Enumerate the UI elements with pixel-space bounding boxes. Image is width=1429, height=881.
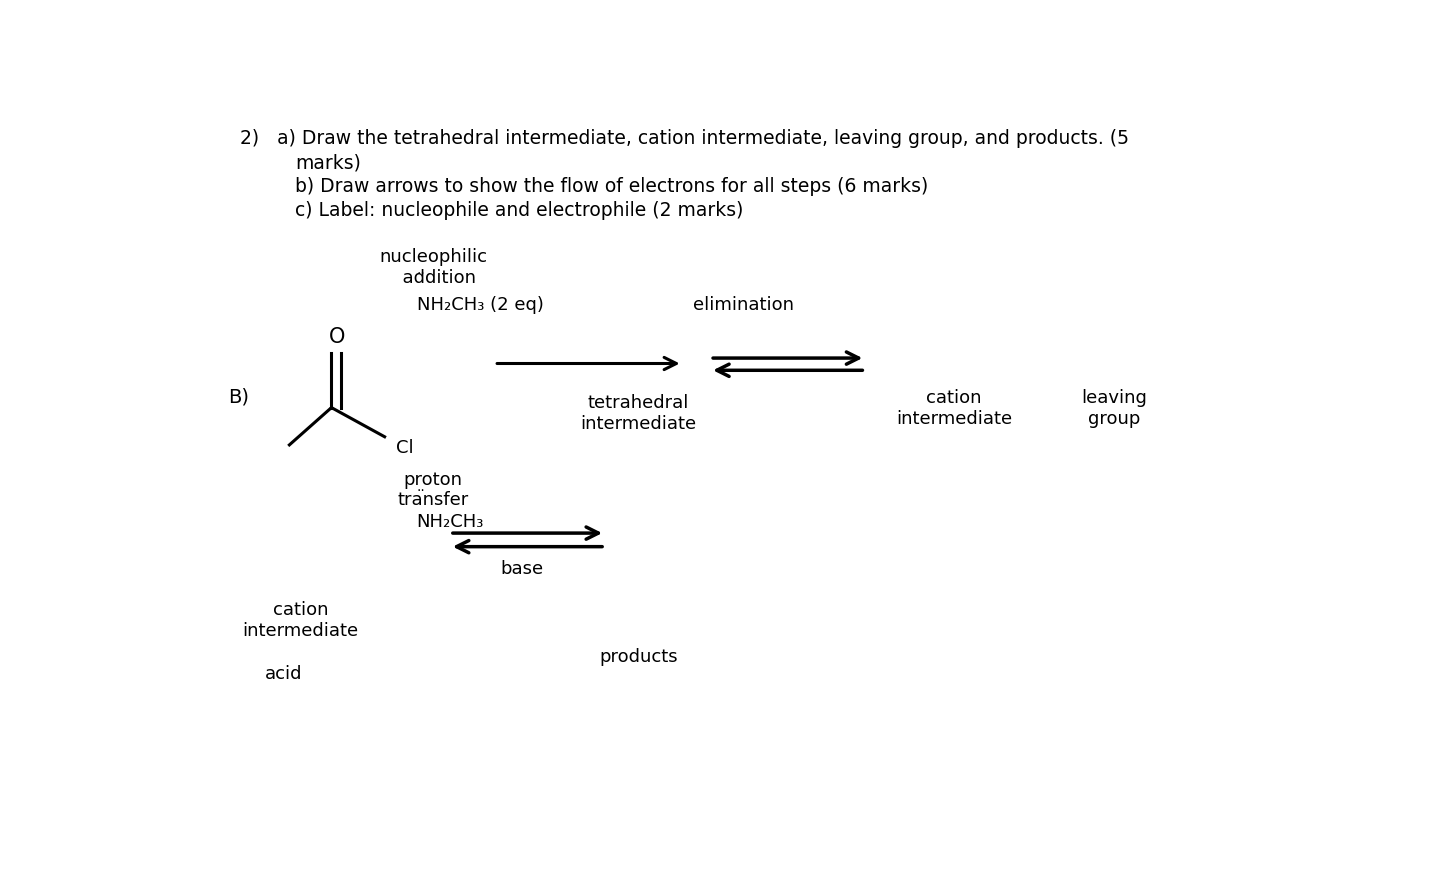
Text: O: O xyxy=(329,327,346,346)
Text: acid: acid xyxy=(266,665,303,684)
Text: cation
intermediate: cation intermediate xyxy=(243,601,359,640)
Text: products: products xyxy=(599,648,677,666)
Text: 2)   a) Draw the tetrahedral intermediate, cation intermediate, leaving group, a: 2) a) Draw the tetrahedral intermediate,… xyxy=(240,130,1129,149)
Text: b) Draw arrows to show the flow of electrons for all steps (6 marks): b) Draw arrows to show the flow of elect… xyxy=(294,177,929,196)
Text: ··: ·· xyxy=(417,484,426,498)
Text: tetrahedral
intermediate: tetrahedral intermediate xyxy=(580,394,696,433)
Text: c) Label: nucleophile and electrophile (2 marks): c) Label: nucleophile and electrophile (… xyxy=(294,201,743,219)
Text: nucleophilic
  addition: nucleophilic addition xyxy=(379,248,487,287)
Text: base: base xyxy=(500,560,543,578)
Text: leaving
group: leaving group xyxy=(1082,389,1147,428)
Text: NH₂CH₃ (2 eq): NH₂CH₃ (2 eq) xyxy=(417,296,543,314)
Text: NH₂CH₃: NH₂CH₃ xyxy=(417,513,484,530)
Text: ··: ·· xyxy=(417,267,426,281)
Text: proton
transfer: proton transfer xyxy=(397,470,469,509)
Text: cation
intermediate: cation intermediate xyxy=(896,389,1012,428)
Text: marks): marks) xyxy=(294,153,360,172)
Text: B): B) xyxy=(229,388,250,407)
Text: elimination: elimination xyxy=(693,296,795,314)
Text: Cl: Cl xyxy=(396,440,413,457)
